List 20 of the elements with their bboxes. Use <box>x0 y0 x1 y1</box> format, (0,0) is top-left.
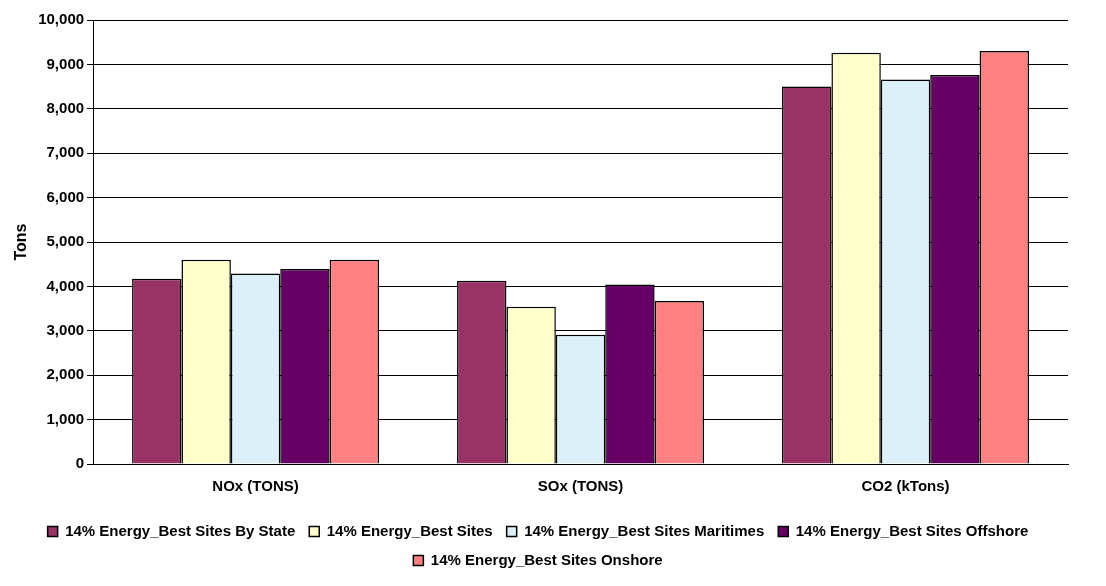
legend-label: 14% Energy_Best Sites Offshore <box>795 521 1029 539</box>
y-tick-label: 7,000 <box>46 143 85 161</box>
x-tick-label: CO2 (kTons) <box>861 477 950 495</box>
y-axis-title: Tons <box>12 223 30 261</box>
legend-label: 14% Energy_Best Sites <box>326 521 493 539</box>
legend-label: 14% Energy_Best Sites Onshore <box>430 550 663 568</box>
y-tick-label: 5,000 <box>46 232 85 250</box>
legend-label: 14% Energy_Best Sites Maritimes <box>524 521 765 539</box>
y-tick-label: 6,000 <box>46 187 85 205</box>
y-tick-label: 9,000 <box>46 54 85 72</box>
y-tick-label: 10,000 <box>38 10 85 28</box>
y-tick-label: 0 <box>75 454 85 472</box>
x-tick-label: SOx (TONS) <box>537 477 624 495</box>
y-tick-label: 4,000 <box>46 276 85 294</box>
legend-label: 14% Energy_Best Sites By State <box>65 521 296 539</box>
y-tick-label: 1,000 <box>46 409 85 427</box>
x-tick-label: NOx (TONS) <box>212 477 299 495</box>
y-tick-label: 2,000 <box>46 365 85 383</box>
y-tick-label: 3,000 <box>46 320 85 338</box>
y-tick-label: 8,000 <box>46 98 85 116</box>
